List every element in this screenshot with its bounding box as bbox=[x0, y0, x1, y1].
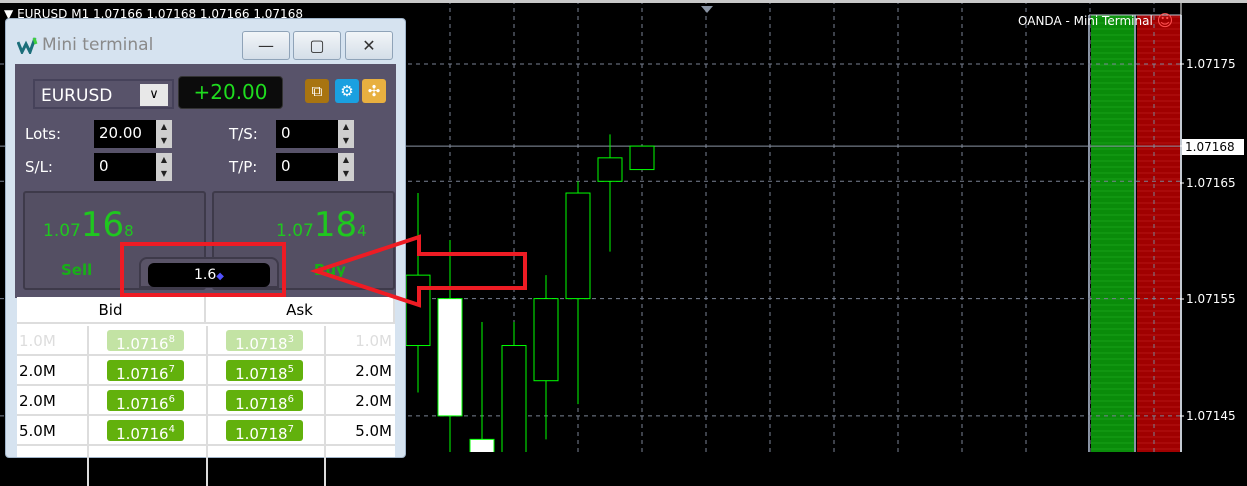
column-divider bbox=[324, 326, 326, 486]
ask-volume: 1.0M bbox=[355, 332, 392, 350]
pnl-display: +20.00 bbox=[178, 76, 283, 109]
spread-display: 1.6◆ bbox=[139, 257, 279, 288]
chart-top-border bbox=[0, 0, 1247, 3]
close-button[interactable]: ✕ bbox=[345, 31, 393, 60]
price-axis-label: 1.07175 bbox=[1186, 57, 1236, 71]
tp-label: T/P: bbox=[229, 158, 258, 176]
ask-quote[interactable]: 1.07187 bbox=[226, 420, 303, 443]
ask-volume: 2.0M bbox=[355, 362, 392, 380]
sl-input[interactable]: 0 bbox=[94, 153, 156, 181]
copy-icon[interactable]: ⧉ bbox=[305, 79, 329, 103]
grid-icon[interactable]: ✣ bbox=[362, 79, 386, 103]
ts-stepper[interactable]: ▲ ▼ bbox=[338, 120, 354, 148]
candle-body bbox=[501, 345, 527, 452]
sell-price: 1.07168 bbox=[43, 205, 134, 245]
tp-input[interactable]: 0 bbox=[276, 153, 338, 181]
column-divider bbox=[206, 326, 208, 486]
smiley-icon: ☺ bbox=[1156, 11, 1174, 30]
column-divider bbox=[87, 326, 89, 486]
current-price-label: 1.07168 bbox=[1182, 139, 1244, 155]
bid-quote[interactable]: 1.07164 bbox=[107, 420, 184, 443]
tp-stepper[interactable]: ▲ ▼ bbox=[338, 153, 354, 181]
trade-panel: EURUSD ∨ +20.00 ⧉ ⚙ ✣ Lots: 20.00 ▲ ▼ S/L:… bbox=[15, 64, 396, 298]
minimize-button[interactable]: — bbox=[242, 31, 290, 60]
brand-text: OANDA - Mini Terminal bbox=[1018, 14, 1153, 28]
order-book: Bid Ask 1.0M 1.07168 1.07183 1.0M 2.0M 1.… bbox=[17, 297, 395, 486]
lots-label: Lots: bbox=[25, 125, 62, 143]
symbol-select[interactable]: EURUSD ∨ bbox=[33, 79, 174, 109]
gear-icon[interactable]: ⚙ bbox=[335, 79, 359, 103]
order-book-row[interactable]: 2.0M 1.07166 1.07186 2.0M bbox=[17, 386, 395, 416]
price-axis-label: 1.07165 bbox=[1186, 176, 1236, 190]
collapse-triangle-icon[interactable]: ▼ bbox=[4, 7, 14, 21]
candle-body bbox=[405, 274, 431, 347]
window-title: Mini terminal bbox=[42, 35, 154, 55]
order-book-row[interactable]: 2.0M 1.07167 1.07185 2.0M bbox=[17, 356, 395, 386]
mini-terminal-window: Mini terminal — ▢ ✕ EURUSD ∨ +20.00 ⧉ ⚙ ✣… bbox=[5, 18, 406, 486]
candle-body bbox=[629, 145, 655, 171]
chevron-down-icon[interactable]: ∨ bbox=[140, 84, 168, 106]
maximize-button[interactable]: ▢ bbox=[293, 31, 341, 60]
lots-stepper[interactable]: ▲ ▼ bbox=[156, 120, 172, 148]
candle-body bbox=[597, 157, 623, 182]
buy-price: 1.07184 bbox=[276, 205, 367, 245]
chart-symbol-line: ▼ EURUSD M1 1.07166 1.07168 1.07166 1.07… bbox=[4, 7, 303, 21]
bid-header: Bid bbox=[17, 297, 206, 324]
lots-input[interactable]: 20.00 bbox=[94, 120, 156, 148]
candle-body bbox=[565, 192, 591, 300]
candle-body bbox=[533, 298, 559, 382]
ask-quote[interactable]: 1.07186 bbox=[226, 390, 303, 413]
price-axis-label: 1.07145 bbox=[1186, 409, 1236, 423]
sl-stepper[interactable]: ▲ ▼ bbox=[156, 153, 172, 181]
shift-marker-icon bbox=[701, 6, 713, 13]
ts-label: T/S: bbox=[229, 125, 258, 143]
ask-header: Ask bbox=[206, 297, 395, 324]
bid-volume: 1.0M bbox=[19, 332, 56, 350]
bid-quote[interactable]: 1.07168 bbox=[107, 330, 184, 353]
ts-input[interactable]: 0 bbox=[276, 120, 338, 148]
bid-quote[interactable]: 1.07166 bbox=[107, 390, 184, 413]
bid-quote[interactable]: 1.07167 bbox=[107, 360, 184, 383]
ask-volume: 2.0M bbox=[355, 392, 392, 410]
spread-updown-icon: ◆ bbox=[216, 271, 224, 282]
app-logo-icon bbox=[17, 37, 38, 54]
ask-quote[interactable]: 1.07185 bbox=[226, 360, 303, 383]
candle-body bbox=[437, 298, 463, 417]
candle-body bbox=[469, 438, 495, 452]
price-axis-label: 1.07155 bbox=[1186, 292, 1236, 306]
buy-label: Buy bbox=[314, 261, 346, 279]
sell-label: Sell bbox=[61, 261, 93, 279]
brand-label: OANDA - Mini Terminal ☺ bbox=[1018, 10, 1174, 30]
bid-volume: 5.0M bbox=[19, 422, 56, 440]
price-chart[interactable] bbox=[0, 0, 1247, 452]
ask-volume: 5.0M bbox=[355, 422, 392, 440]
ask-quote[interactable]: 1.07183 bbox=[226, 330, 303, 353]
bid-volume: 2.0M bbox=[19, 362, 56, 380]
symbol-value: EURUSD bbox=[41, 86, 113, 106]
spread-value: 1.6 bbox=[194, 267, 217, 283]
sl-label: S/L: bbox=[25, 158, 53, 176]
bid-volume: 2.0M bbox=[19, 392, 56, 410]
